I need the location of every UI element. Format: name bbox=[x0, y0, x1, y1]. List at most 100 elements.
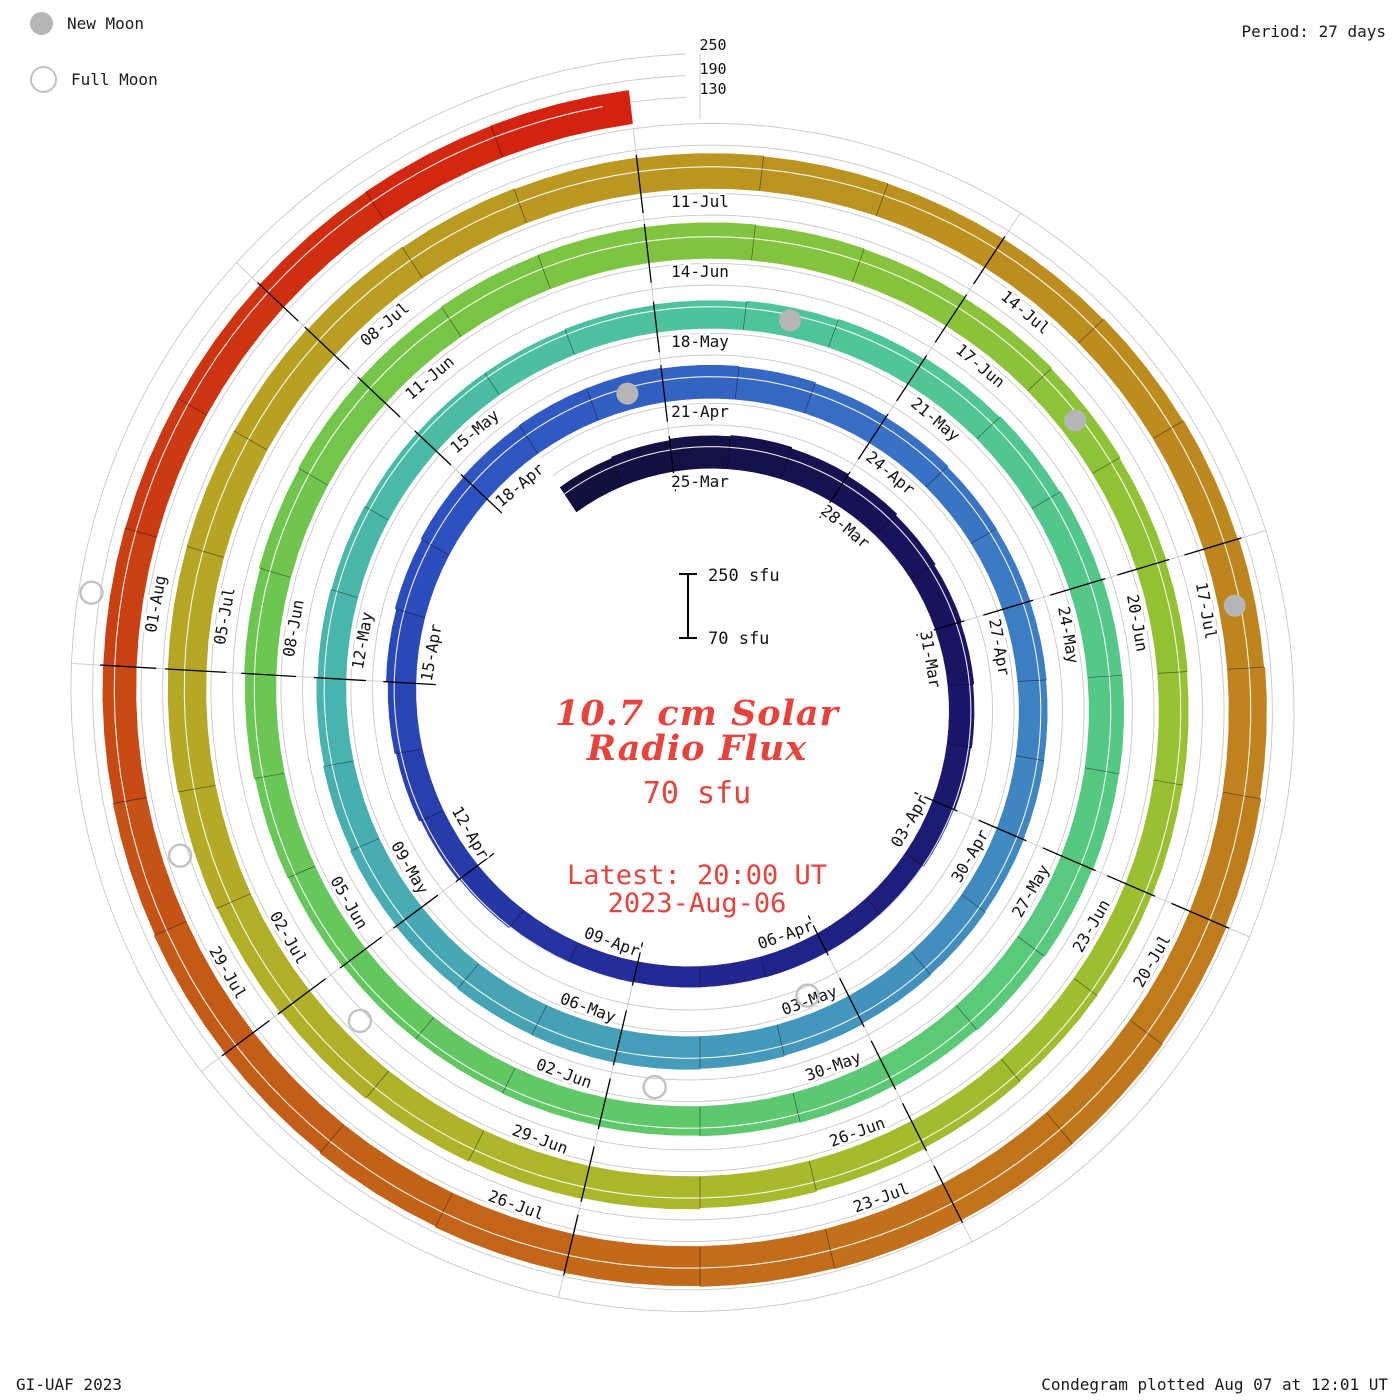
flux-bar bbox=[851, 248, 966, 327]
flux-bar bbox=[244, 568, 291, 676]
flux-bar bbox=[258, 468, 329, 578]
date-label: 25-Mar bbox=[671, 472, 729, 491]
flux-bar bbox=[364, 432, 437, 521]
flux-bar bbox=[1152, 420, 1238, 550]
flux-bar bbox=[699, 1228, 836, 1287]
chart-layers: 25-Mar28-Mar31-Mar03-Apr06-Apr09-Apr12-A… bbox=[70, 53, 1295, 1312]
chart-title-line2: Radio Flux bbox=[586, 728, 807, 769]
axis-label-250: 250 bbox=[699, 36, 726, 54]
flux-bar bbox=[513, 157, 642, 224]
flux-bar bbox=[490, 90, 633, 158]
flux-bar bbox=[613, 1029, 701, 1070]
plotted-label: Condegram plotted Aug 07 at 12:01 UT bbox=[1041, 1375, 1388, 1394]
flux-bar bbox=[1015, 679, 1048, 761]
flux-bar bbox=[1222, 666, 1267, 799]
scale-bottom-label: 70 sfu bbox=[708, 629, 769, 649]
flux-bar bbox=[1084, 675, 1124, 775]
flux-bar bbox=[254, 773, 316, 879]
legend-new-moon: New Moon bbox=[30, 8, 158, 38]
flux-bar bbox=[598, 1097, 701, 1136]
date-tick-marks bbox=[100, 154, 1242, 1276]
flux-bar bbox=[509, 909, 579, 963]
new-moon-marker bbox=[779, 309, 801, 332]
date-label: 11-Jul bbox=[671, 192, 729, 211]
full-moon-label: Full Moon bbox=[71, 69, 158, 89]
period-label: Period: 27 days bbox=[1241, 22, 1387, 41]
flux-bar bbox=[932, 743, 971, 811]
flux-bar bbox=[1031, 491, 1103, 590]
flux-bar bbox=[102, 664, 147, 804]
flux-bar bbox=[1060, 767, 1120, 870]
axis-label-130: 130 bbox=[699, 80, 726, 98]
new-moon-marker bbox=[1223, 594, 1246, 617]
gridline-190-sfu bbox=[92, 75, 1273, 1291]
flux-bar bbox=[1045, 1019, 1163, 1145]
flux-bar bbox=[911, 1058, 1021, 1148]
flux-bar bbox=[563, 1234, 701, 1287]
flux-bar bbox=[699, 1160, 817, 1209]
flux-bar bbox=[395, 906, 480, 989]
flux-bar bbox=[699, 1024, 785, 1069]
flux-bar bbox=[459, 864, 525, 929]
flux-bar bbox=[1153, 671, 1189, 786]
legend-full-moon: Full Moon bbox=[30, 64, 158, 94]
full-moon-marker bbox=[167, 843, 193, 868]
latest-date-label: 2023-Aug-06 bbox=[608, 888, 787, 919]
flux-bar bbox=[955, 936, 1045, 1031]
flux-bar bbox=[245, 673, 285, 779]
new-moon-marker bbox=[1064, 409, 1087, 432]
new-moon-label: New Moon bbox=[67, 13, 145, 33]
flux-bar bbox=[644, 222, 756, 264]
date-label: 14-Jun bbox=[671, 262, 729, 281]
annotations: 250 sfu 70 sfu 250 190 130 10.7 cm Solar… bbox=[555, 36, 841, 919]
date-label: 21-Apr bbox=[671, 402, 729, 421]
flux-bar bbox=[636, 153, 764, 194]
flux-bar bbox=[653, 300, 747, 333]
flux-bar bbox=[581, 1165, 701, 1210]
flux-bar bbox=[661, 364, 740, 403]
flux-bar bbox=[178, 785, 251, 909]
flux-bar bbox=[879, 1005, 977, 1088]
full-moon-marker bbox=[347, 1008, 373, 1034]
center-text-block: 10.7 cm Solar Radio Flux 70 sfu Latest: … bbox=[555, 693, 841, 919]
axis-label-190: 190 bbox=[699, 60, 726, 78]
flux-bar bbox=[699, 956, 766, 988]
flux-bar bbox=[484, 329, 575, 396]
flux-bar bbox=[865, 852, 924, 916]
flux-bar bbox=[632, 961, 701, 988]
flux-bar bbox=[316, 677, 354, 767]
chart-title-line1: 10.7 cm Solar bbox=[555, 693, 841, 734]
full-moon-marker bbox=[795, 983, 820, 1008]
credit-label: GI-UAF 2023 bbox=[16, 1375, 122, 1394]
flux-bar bbox=[669, 435, 732, 472]
new-moon-marker bbox=[616, 382, 639, 405]
flux-bar bbox=[942, 1112, 1073, 1221]
flux-bar bbox=[816, 897, 881, 953]
full-moon-marker bbox=[642, 1074, 667, 1100]
flux-bar bbox=[804, 383, 887, 444]
flux-bar bbox=[699, 1092, 801, 1137]
flux-bar bbox=[751, 225, 865, 282]
flux-bar bbox=[440, 254, 551, 337]
flux-bar bbox=[125, 398, 207, 538]
flux-bars bbox=[102, 90, 1267, 1287]
baseline-flux-label: 70 sfu bbox=[643, 776, 751, 811]
flux-bar bbox=[1000, 977, 1098, 1082]
flux-bar bbox=[848, 951, 932, 1024]
flux-bar bbox=[1092, 457, 1167, 570]
flux-bar bbox=[1189, 791, 1262, 927]
day-dividers bbox=[113, 125, 1264, 1286]
flux-bar bbox=[759, 156, 889, 217]
moon-legend: New Moon Full Moon bbox=[30, 8, 158, 120]
flux-bar bbox=[387, 681, 423, 755]
date-label: 18-May bbox=[671, 332, 729, 351]
full-moon-marker bbox=[79, 580, 104, 605]
radial-axis-labels: 250 190 130 bbox=[699, 36, 726, 98]
scale-top-label: 250 sfu bbox=[708, 566, 780, 586]
new-moon-icon bbox=[30, 11, 53, 35]
flux-bar bbox=[910, 564, 962, 630]
flux-bar bbox=[342, 948, 435, 1040]
gridline-250-sfu bbox=[70, 53, 1295, 1312]
